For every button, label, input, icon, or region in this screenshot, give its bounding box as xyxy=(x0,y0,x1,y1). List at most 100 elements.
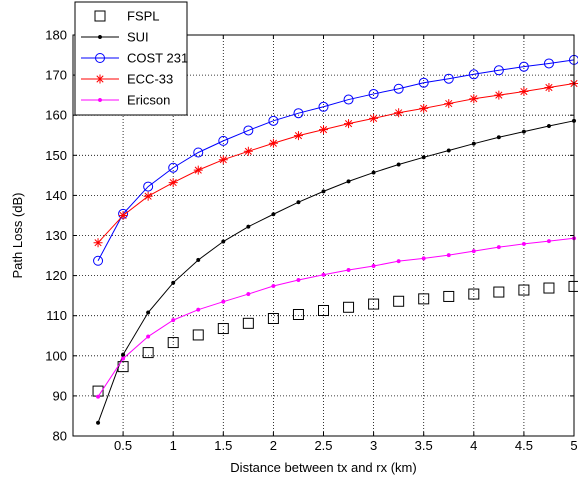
ericson-point xyxy=(121,356,126,361)
legend-label: Ericson xyxy=(127,93,170,108)
cost-231-point xyxy=(293,108,304,119)
x-tick-label: 4.5 xyxy=(515,438,533,453)
x-tick-label: 4 xyxy=(470,438,477,453)
ecc-33-point xyxy=(268,138,278,148)
cost-231-point xyxy=(243,125,254,136)
series-layer xyxy=(92,54,578,425)
cost-231-point xyxy=(418,77,429,88)
sui-point xyxy=(246,224,251,229)
fspl-point xyxy=(217,323,229,335)
ecc-33-point xyxy=(494,90,504,100)
cost-231-point xyxy=(468,69,479,80)
fspl-point xyxy=(418,293,430,305)
legend-label: ECC-33 xyxy=(127,72,173,87)
ecc-33-point xyxy=(344,119,354,129)
fspl-point xyxy=(393,295,405,307)
cost-231-point xyxy=(493,65,504,76)
ericson-point xyxy=(496,245,501,250)
cost-231-point xyxy=(343,94,354,105)
ericson-point xyxy=(521,241,526,246)
ericson-point xyxy=(146,334,151,339)
ericson-point xyxy=(446,253,451,258)
ecc-33-point xyxy=(519,87,529,97)
legend-label: FSPL xyxy=(127,9,160,24)
ecc-33-point xyxy=(444,99,454,109)
x-tick-label: 3 xyxy=(370,438,377,453)
sui-point xyxy=(521,129,526,134)
ecc-33-line xyxy=(97,83,575,244)
y-tick-label: 120 xyxy=(45,268,67,283)
fspl-point xyxy=(443,290,455,302)
ericson-point xyxy=(421,256,426,261)
sui-point xyxy=(96,420,101,425)
sui-point xyxy=(546,123,552,129)
cost-231-point xyxy=(393,83,404,94)
y-tick-label: 80 xyxy=(53,429,67,444)
sui-point xyxy=(346,179,351,184)
x-tick-label: 2.5 xyxy=(314,438,332,453)
y-tick-label: 160 xyxy=(45,108,67,123)
sui-point xyxy=(321,189,326,194)
sui-point xyxy=(271,212,276,217)
tick-layer: 0.5 1 1.5 2 2.5 3 3.5 4 4.5 5 80 90 100 110 120 130 140 1… xyxy=(45,28,577,454)
ecc-33-point xyxy=(419,103,429,113)
sui-point xyxy=(471,141,476,146)
x-tick-label: 5 xyxy=(570,438,577,453)
series-cost-231 xyxy=(93,54,578,266)
sui-point xyxy=(146,310,151,315)
y-tick-label: 100 xyxy=(45,348,67,363)
cost-231-point xyxy=(93,255,104,266)
fspl-point xyxy=(192,329,204,341)
sui-point xyxy=(446,148,451,153)
fspl-point xyxy=(242,317,254,329)
cost-231-point xyxy=(543,58,554,69)
fspl-point xyxy=(318,304,329,316)
ecc-33-point xyxy=(293,131,303,141)
fspl-point xyxy=(493,286,505,298)
ecc-33-point xyxy=(394,108,404,118)
ericson-line xyxy=(97,237,575,397)
fspl-point xyxy=(343,301,355,313)
legend-marker xyxy=(97,34,103,40)
y-tick-label: 150 xyxy=(45,148,67,163)
ericson-point xyxy=(321,272,326,277)
ericson-point xyxy=(271,283,276,289)
sui-point xyxy=(121,352,126,357)
fspl-point xyxy=(167,337,179,349)
ecc-33-point xyxy=(469,94,479,104)
fspl-point xyxy=(518,284,530,296)
ecc-33-point xyxy=(118,210,128,220)
series-ecc-33 xyxy=(93,79,578,248)
ericson-point xyxy=(171,318,176,323)
legend-item-ericson: Ericson xyxy=(81,93,170,108)
series-sui xyxy=(96,118,577,425)
ericson-point xyxy=(371,263,376,269)
cost-231-point xyxy=(218,135,229,146)
y-tick-label: 110 xyxy=(46,308,67,323)
ecc-33-point xyxy=(143,191,153,201)
ericson-point xyxy=(471,249,476,254)
ecc-33-point xyxy=(544,83,554,93)
sui-point xyxy=(196,257,201,263)
y-tick-label: 170 xyxy=(45,68,67,83)
cost-231-point xyxy=(143,181,154,192)
x-tick-label: 1 xyxy=(170,438,177,453)
ericson-point xyxy=(396,259,401,264)
legend-item-fspl: FSPL xyxy=(94,9,160,24)
legend-label: SUI xyxy=(127,30,149,45)
cost-231-point xyxy=(518,61,529,72)
legend-marker xyxy=(95,53,105,63)
fspl-point xyxy=(267,313,279,325)
sui-point xyxy=(496,135,501,140)
sui-line xyxy=(97,120,575,423)
series-ericson xyxy=(96,236,577,399)
cost-231-point xyxy=(168,162,179,173)
cost-231-point xyxy=(318,101,329,112)
series-fspl xyxy=(92,280,578,397)
ericson-point xyxy=(96,394,101,399)
ecc-33-point xyxy=(319,125,328,135)
sui-point xyxy=(296,200,301,205)
legend-marker xyxy=(97,97,103,103)
ecc-33-point xyxy=(243,146,253,156)
